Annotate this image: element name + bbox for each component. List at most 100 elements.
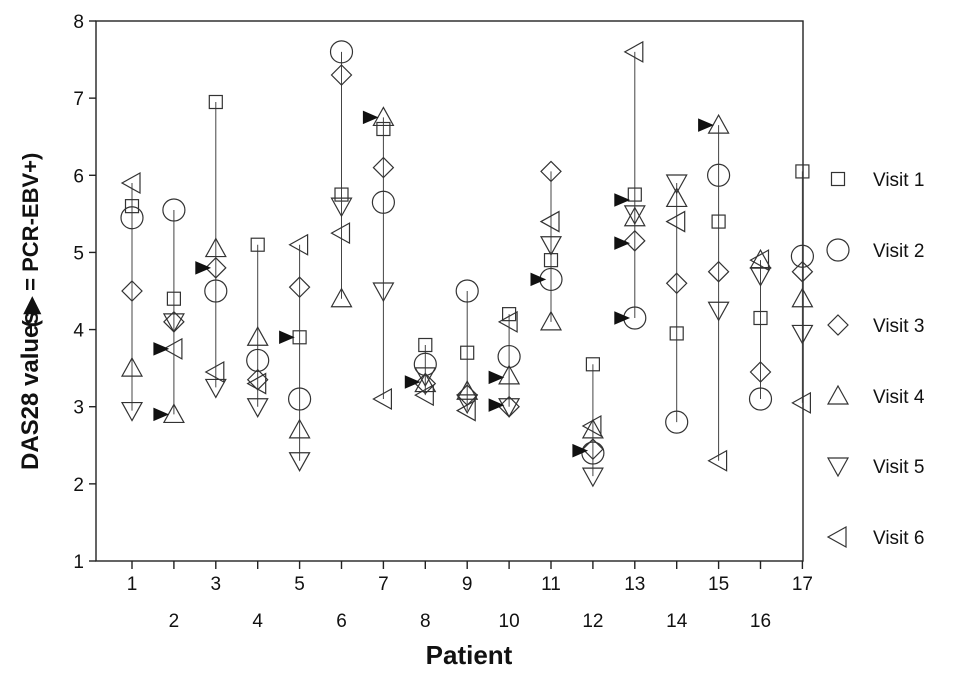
visit-1-point <box>166 291 181 306</box>
visit-6-point <box>749 249 770 272</box>
y-tick-label: 8 <box>73 12 84 33</box>
visit-2-point <box>246 348 270 373</box>
visit-1-point <box>334 187 349 202</box>
visit-4-point <box>162 403 185 424</box>
visit-2-point <box>497 344 521 369</box>
visit-5-point <box>707 301 730 322</box>
pcr-ebv-positive-marker <box>614 193 631 207</box>
pcr-ebv-markers <box>153 110 714 458</box>
x-tick-label: 2 <box>169 611 180 632</box>
visit-6-point <box>455 399 476 422</box>
visit-2-point <box>455 279 479 303</box>
visit-1-point <box>627 187 642 202</box>
visit-6-point <box>539 210 560 233</box>
visit-3-point <box>288 276 311 298</box>
pcr-ebv-positive-marker <box>404 375 421 389</box>
visit-6-point <box>162 337 183 360</box>
axes <box>95 20 804 562</box>
x-tick-label: 12 <box>582 611 603 632</box>
legend-item: Visit 1 <box>830 170 924 191</box>
x-tick-label: 9 <box>462 574 473 595</box>
visit-3-point <box>121 280 143 302</box>
visit-2-point <box>413 352 437 376</box>
visit-5-point <box>791 324 814 345</box>
pcr-ebv-positive-marker <box>572 443 589 458</box>
pcr-ebv-positive-marker <box>153 407 170 422</box>
visit-6-point <box>707 449 728 472</box>
visit-1-point <box>250 237 265 252</box>
visit-3-point <box>665 272 688 295</box>
visit-6-point <box>246 372 267 395</box>
x-tick-label: 8 <box>420 611 431 632</box>
visit-5-point <box>120 401 144 422</box>
visit-6-point <box>204 360 225 384</box>
visit-4-point <box>330 287 353 308</box>
visit-3-point <box>330 64 353 86</box>
x-tick-label: 15 <box>708 574 729 595</box>
legend-item: Visit 6 <box>826 525 924 549</box>
visit-5-point <box>204 378 227 399</box>
visit-5-point <box>372 282 395 303</box>
legend-label: Visit 1 <box>873 170 924 191</box>
y-tick-label: 6 <box>73 166 84 187</box>
legend-circle-icon <box>826 238 850 262</box>
x-tick-label: 6 <box>336 611 347 632</box>
x-axis-title: Patient <box>426 640 513 670</box>
visit-5-point <box>288 452 311 472</box>
visit-4-point <box>623 206 646 227</box>
visit-3-point <box>707 260 730 283</box>
visit-2-point <box>162 198 186 222</box>
visit-4-point <box>665 187 688 208</box>
visit-2-point <box>371 190 395 214</box>
visit-6-point <box>288 233 309 256</box>
visit-1-point <box>418 337 433 353</box>
visit-markers <box>120 40 815 488</box>
legend-label: Visit 5 <box>873 457 924 478</box>
x-tick-label: 5 <box>294 574 305 595</box>
visit-5-point <box>581 467 604 488</box>
visit-4-point <box>539 310 563 331</box>
visit-2-point <box>748 387 773 411</box>
legend-item: Visit 3 <box>827 314 924 337</box>
visit-3-point <box>414 372 437 395</box>
visit-4-point <box>204 237 227 258</box>
visit-3-point <box>204 257 227 279</box>
visit-6-point <box>581 414 602 438</box>
visit-5-point <box>665 174 688 195</box>
visit-1-point <box>208 94 223 110</box>
visit-1-point <box>669 326 684 341</box>
visit-5-point <box>330 197 353 218</box>
legend-triangle-up-icon <box>826 384 850 405</box>
pcr-ebv-positive-marker <box>488 398 505 412</box>
visit-1-point <box>795 164 810 179</box>
visit-6-point <box>372 387 392 411</box>
y-axis-note: ( ▶ = PCR-EBV+) <box>18 153 43 328</box>
x-tick-label: 11 <box>541 574 561 595</box>
visit-6-point <box>791 391 812 414</box>
visit-4-point <box>246 326 269 346</box>
visit-1-point <box>124 199 140 214</box>
visit-5-point <box>539 236 563 256</box>
visit-6-point <box>120 171 141 195</box>
visit-5-point <box>456 394 479 415</box>
visit-2-point <box>120 206 144 230</box>
pcr-ebv-positive-marker <box>362 110 379 125</box>
x-tick-label: 3 <box>211 574 222 595</box>
visit-1-point <box>753 310 768 326</box>
pcr-ebv-positive-marker <box>614 236 631 250</box>
x-tick-label: 17 <box>792 574 813 595</box>
visit-1-point <box>711 214 726 229</box>
legend-item: Visit 2 <box>826 238 924 262</box>
y-tick-label: 2 <box>73 475 84 496</box>
y-tick-label: 1 <box>73 552 84 573</box>
pcr-ebv-positive-marker <box>698 118 714 132</box>
legend-item: Visit 4 <box>826 384 925 408</box>
pcr-ebv-positive-marker <box>488 370 505 385</box>
visit-2-point <box>329 40 354 64</box>
visit-2-point <box>790 244 815 268</box>
visit-4-point <box>707 113 730 134</box>
legend-label: Visit 2 <box>873 241 924 262</box>
visit-1-point <box>502 307 517 322</box>
